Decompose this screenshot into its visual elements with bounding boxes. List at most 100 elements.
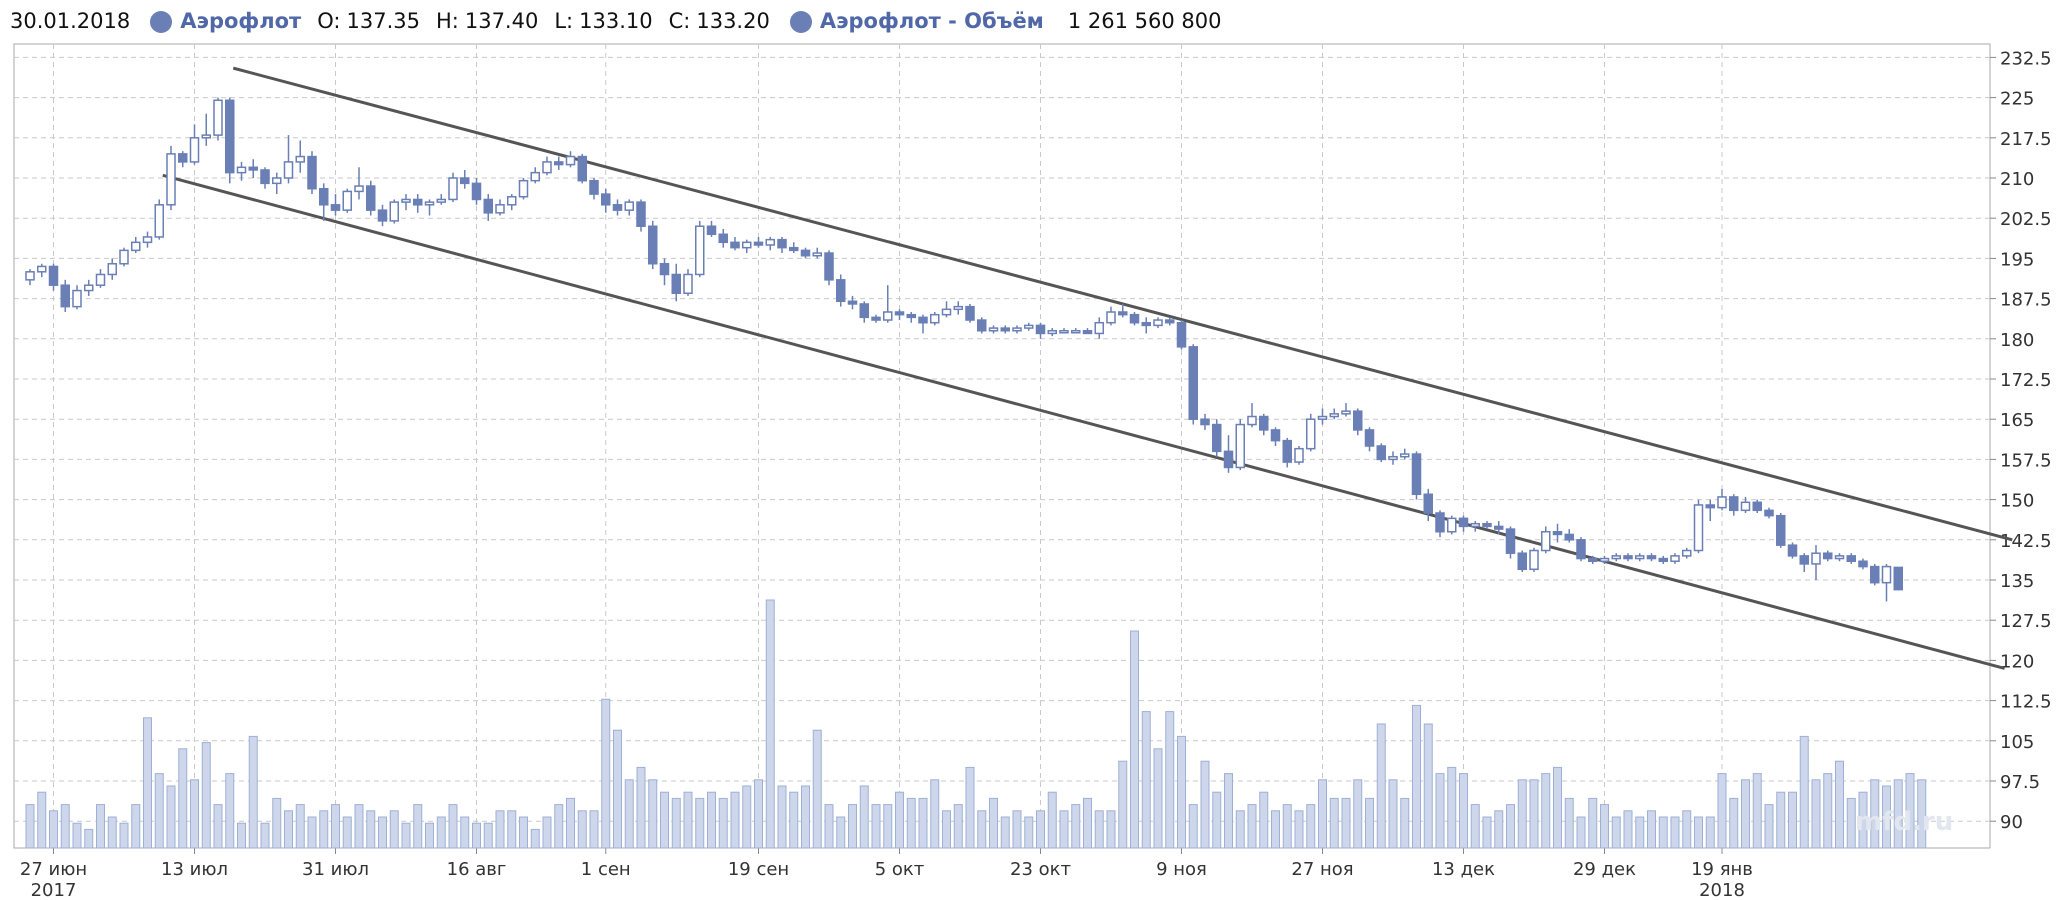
candle-body bbox=[1118, 311, 1128, 316]
volume-bar bbox=[683, 791, 693, 849]
candle-body bbox=[1071, 330, 1081, 334]
volume-bar bbox=[1212, 791, 1222, 849]
low-label: L: bbox=[554, 9, 574, 33]
candle-body bbox=[507, 196, 517, 206]
close-label: C: bbox=[668, 9, 691, 33]
candle-body bbox=[1047, 330, 1057, 335]
candle-body bbox=[977, 319, 987, 332]
volume-bar bbox=[859, 785, 869, 849]
candle-body bbox=[436, 198, 446, 203]
volume-bar bbox=[530, 828, 540, 849]
watermark-logo: mfd.ru bbox=[1855, 807, 1953, 837]
volume-bar bbox=[119, 822, 129, 849]
candle-body bbox=[1599, 557, 1610, 562]
volume-bar bbox=[1635, 816, 1645, 849]
volume-bar bbox=[1036, 810, 1045, 849]
candle-body bbox=[1893, 566, 1903, 591]
candle-body bbox=[1717, 496, 1727, 509]
candle-body bbox=[1564, 533, 1574, 541]
candle-body bbox=[377, 209, 388, 222]
volume-bar bbox=[1799, 735, 1809, 849]
y-tick-label: 180 bbox=[2000, 330, 2034, 351]
volume-bar bbox=[342, 816, 352, 849]
volume-bar bbox=[1611, 816, 1621, 849]
candle-body bbox=[471, 182, 482, 201]
candle-body bbox=[1682, 549, 1692, 557]
candle-body bbox=[1059, 330, 1069, 334]
volume-bar bbox=[1694, 816, 1703, 849]
volume-bar bbox=[60, 804, 70, 849]
y-tick-label: 150 bbox=[2000, 491, 2034, 512]
volume-bar bbox=[507, 810, 517, 849]
volume-bar bbox=[1400, 797, 1410, 849]
candle-body bbox=[1799, 555, 1809, 565]
high-label: H: bbox=[435, 9, 459, 33]
x-tick-label: 16 авг bbox=[447, 859, 507, 880]
candle-body bbox=[659, 263, 670, 276]
candle-body bbox=[636, 201, 646, 227]
candle-body bbox=[178, 153, 188, 163]
candle-body bbox=[624, 201, 634, 211]
volume-series-name[interactable]: Аэрофлот - Объём bbox=[819, 9, 1044, 33]
volume-bar bbox=[519, 816, 528, 849]
volume-bar bbox=[1047, 791, 1057, 849]
volume-bar bbox=[671, 797, 681, 849]
candle-body bbox=[1176, 321, 1187, 348]
volume-bar bbox=[472, 822, 481, 849]
volume-bar bbox=[1130, 630, 1139, 849]
volume-bar bbox=[542, 816, 552, 849]
x-tick-label: 29 дек bbox=[1573, 859, 1636, 880]
volume-bar bbox=[812, 729, 822, 849]
volume-bar bbox=[483, 822, 493, 849]
volume-bar bbox=[1647, 810, 1656, 849]
x-tick-label: 13 июл bbox=[161, 859, 228, 880]
candle-body bbox=[1623, 555, 1633, 560]
volume-bar bbox=[1517, 779, 1527, 849]
candle-body bbox=[1787, 544, 1798, 557]
series-name[interactable]: Аэрофлот bbox=[180, 9, 302, 33]
candle-body bbox=[836, 279, 846, 303]
volume-bar bbox=[1823, 773, 1833, 849]
volume-bar bbox=[1247, 804, 1257, 849]
volume-bar bbox=[918, 797, 928, 849]
x-tick-label: 1 сен bbox=[581, 859, 631, 880]
candle-body bbox=[1317, 415, 1328, 420]
volume-bar bbox=[895, 791, 904, 849]
volume-bar bbox=[1564, 797, 1574, 849]
volume-bar bbox=[1705, 816, 1715, 849]
volume-bar bbox=[730, 791, 740, 849]
candle-body bbox=[1129, 313, 1140, 324]
volume-bar bbox=[1905, 773, 1915, 849]
candle-body bbox=[1693, 504, 1704, 552]
candle-body bbox=[730, 241, 740, 249]
header-date: 30.01.2018 bbox=[10, 9, 131, 33]
volume-bar bbox=[824, 804, 834, 849]
candle-body bbox=[131, 241, 141, 252]
candle-body bbox=[1306, 418, 1316, 450]
volume-bar bbox=[648, 779, 658, 849]
x-tick-label: 23 окт bbox=[1010, 859, 1071, 880]
volume-bar bbox=[1012, 810, 1022, 849]
volume-bar bbox=[166, 785, 176, 849]
candle-body bbox=[307, 155, 317, 190]
candle-body bbox=[1729, 496, 1739, 512]
candle-body bbox=[424, 201, 435, 206]
candle-body bbox=[930, 313, 940, 324]
candle-body bbox=[1611, 555, 1621, 560]
candle-body bbox=[1353, 410, 1363, 431]
volume-bar bbox=[1282, 804, 1292, 849]
volume-bar bbox=[754, 779, 763, 849]
volume-bar bbox=[848, 804, 857, 849]
candle-body bbox=[1740, 501, 1751, 512]
x-tick-label: 19 сен bbox=[728, 859, 789, 880]
candle-body bbox=[965, 305, 975, 321]
candle-body bbox=[671, 273, 681, 294]
volume-bar bbox=[989, 797, 998, 849]
volume-bar bbox=[1600, 804, 1609, 849]
volume-value: 1 261 560 800 bbox=[1067, 9, 1222, 33]
candle-body bbox=[201, 134, 211, 139]
volume-bar bbox=[1059, 810, 1069, 849]
candle-body bbox=[1435, 512, 1445, 533]
y-tick-label: 232.5 bbox=[2000, 48, 2052, 69]
volume-bar bbox=[213, 804, 223, 849]
